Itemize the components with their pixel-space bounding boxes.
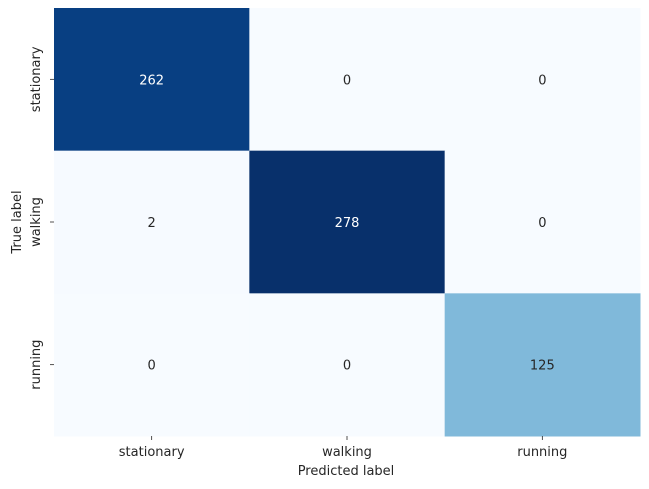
cell-value-label: 0 [148,359,156,374]
heatmap-cell [249,8,446,152]
heatmap-cell [444,150,641,294]
y-tick-label: stationary [29,46,44,112]
y-axis-label: True label [10,190,25,254]
heatmap-cell [54,150,250,294]
cell-value-label: 278 [335,216,360,231]
x-tick-label: stationary [119,445,185,460]
x-tick-label: running [517,445,567,460]
y-tick-label: running [29,340,44,390]
cell-value-label: 0 [343,359,351,374]
cell-value-label: 2 [148,216,156,231]
cell-value-label: 0 [538,73,546,88]
y-tick-label: walking [29,197,44,247]
heatmap-cell [249,293,446,437]
heatmap-cell [444,8,641,152]
y-axis-ticks: stationary walking running [29,46,54,390]
heatmap-cell [54,293,250,437]
cell-annotations: 262 0 0 2 278 0 0 0 125 [139,73,554,373]
x-axis-ticks: stationary walking running [119,436,567,460]
cell-value-label: 0 [343,73,351,88]
heatmap-cells [54,8,641,437]
cell-value-label: 0 [538,216,546,231]
cell-value-label: 125 [530,359,555,374]
heatmap-cell [54,8,250,152]
x-axis-label: Predicted label [298,464,395,479]
x-tick-label: walking [322,445,372,460]
heatmap-cell [249,150,446,294]
heatmap-cell [444,293,641,437]
cell-value-label: 262 [139,73,164,88]
